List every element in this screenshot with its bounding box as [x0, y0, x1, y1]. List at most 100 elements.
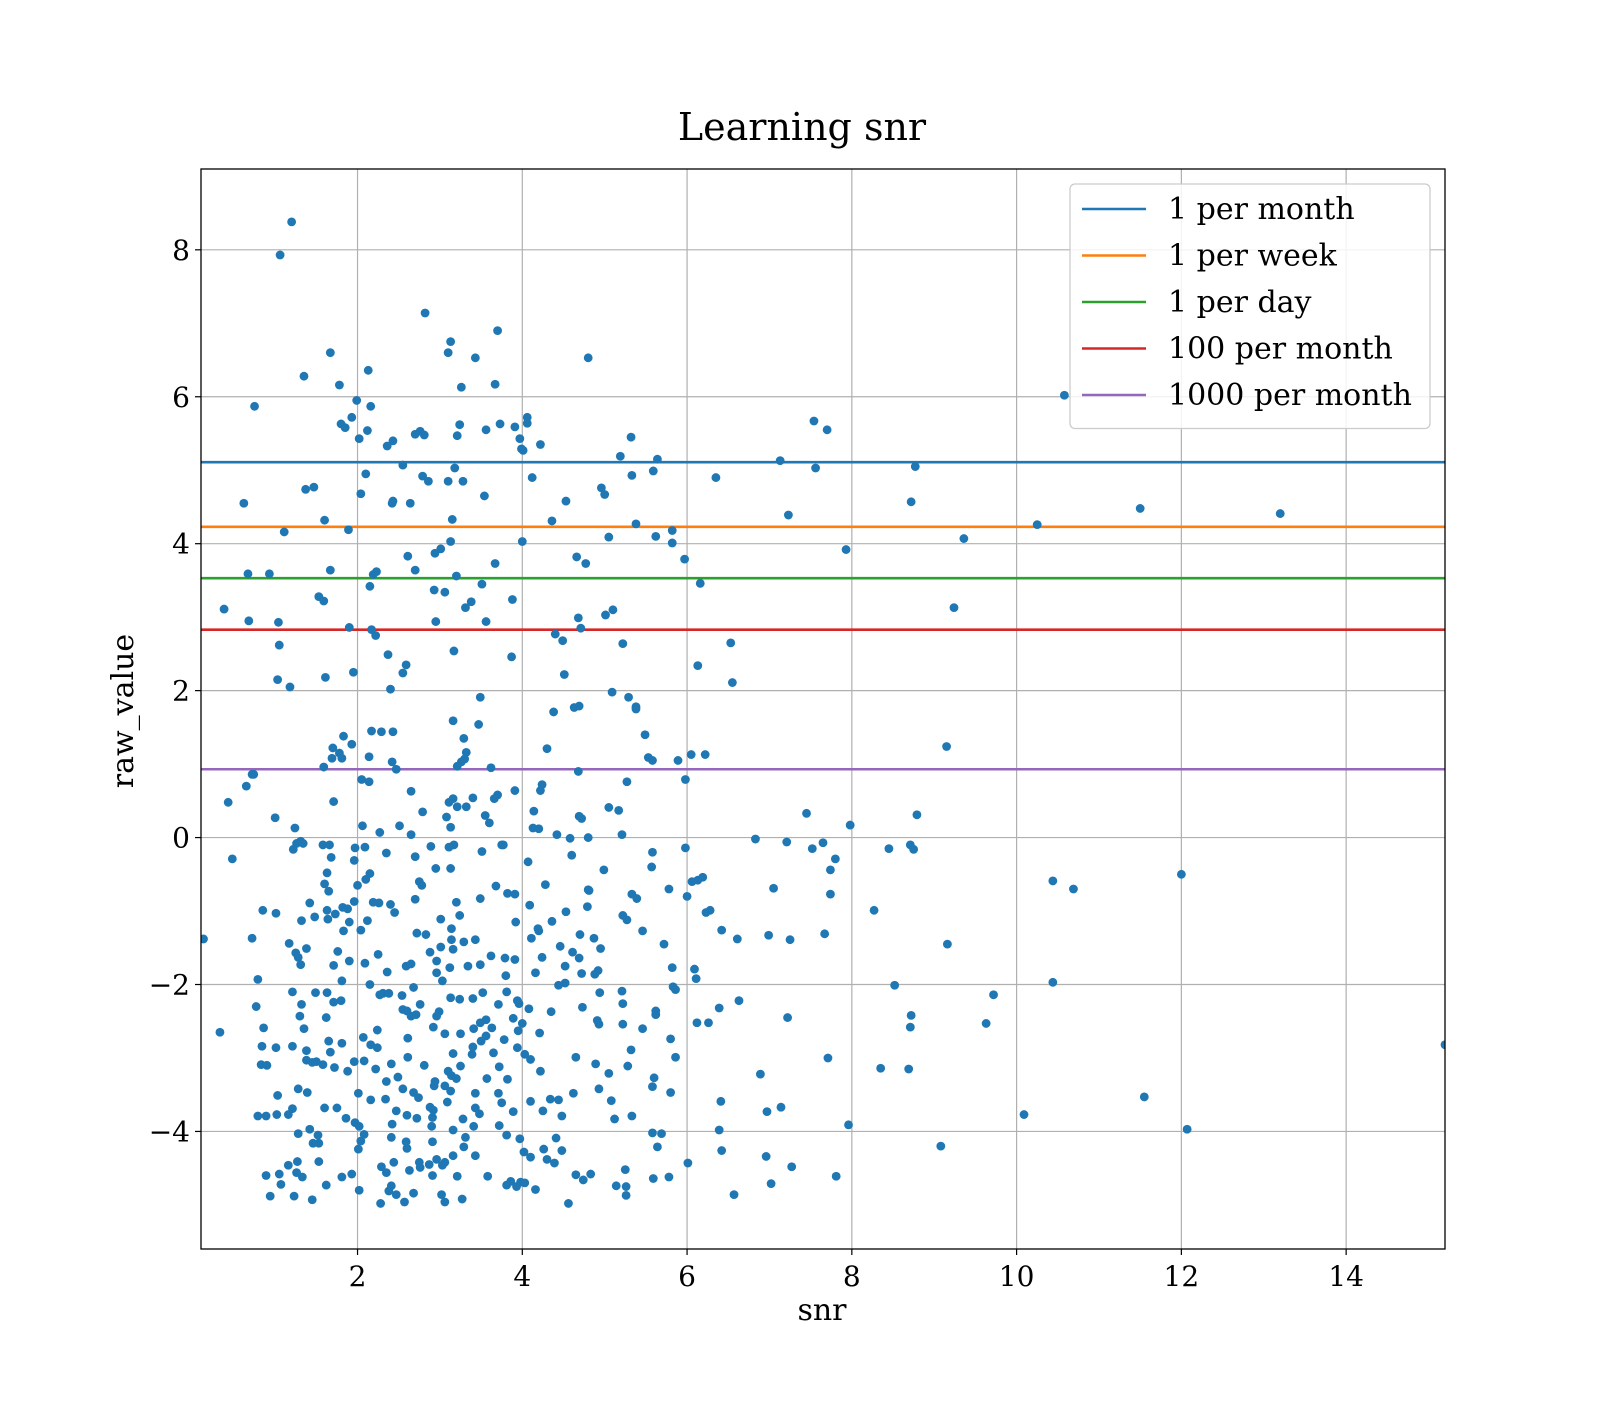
data-point — [318, 1060, 328, 1069]
x-tick-label: 12 — [1164, 1260, 1200, 1293]
data-point — [525, 900, 535, 910]
data-point — [480, 811, 490, 820]
data-point — [1440, 1040, 1445, 1050]
data-point — [381, 1077, 391, 1086]
data-point — [905, 1022, 915, 1032]
data-point — [409, 983, 418, 992]
data-point — [307, 1195, 317, 1205]
data-point — [539, 1144, 549, 1154]
data-point — [372, 1025, 382, 1035]
data-point — [390, 908, 400, 917]
data-point — [387, 1119, 397, 1129]
data-point — [1135, 504, 1145, 513]
data-point — [297, 999, 306, 1009]
data-point — [711, 473, 721, 482]
data-point — [686, 750, 696, 759]
data-point — [567, 850, 577, 860]
data-point — [336, 996, 346, 1006]
data-point — [366, 401, 376, 411]
data-point — [671, 1052, 680, 1062]
data-point — [623, 1061, 633, 1071]
data-point — [626, 432, 636, 442]
data-point — [468, 793, 478, 803]
data-point — [356, 925, 366, 935]
data-point — [489, 794, 499, 804]
data-point — [517, 1019, 527, 1028]
data-point — [320, 879, 329, 889]
data-point — [456, 1061, 465, 1071]
data-point — [264, 569, 274, 579]
data-point — [448, 1151, 458, 1161]
data-point — [589, 933, 599, 943]
data-point — [691, 974, 701, 984]
data-point — [500, 953, 510, 963]
data-point — [565, 833, 575, 843]
data-point — [391, 1106, 401, 1116]
data-point — [367, 726, 376, 736]
data-point — [419, 1060, 429, 1070]
data-point — [354, 1185, 364, 1195]
data-point — [494, 1088, 503, 1098]
data-point — [347, 412, 357, 422]
data-point — [356, 1136, 366, 1146]
data-point — [1048, 977, 1058, 987]
data-point — [410, 429, 420, 439]
data-point — [381, 1094, 390, 1104]
data-point — [273, 675, 283, 685]
data-point — [319, 762, 329, 772]
data-point — [611, 1181, 621, 1191]
data-point — [664, 884, 674, 894]
data-point — [481, 617, 491, 626]
data-point — [648, 756, 657, 765]
data-point — [526, 1096, 535, 1106]
data-point — [631, 519, 641, 529]
data-point — [428, 1137, 437, 1147]
data-point — [456, 1029, 465, 1039]
data-point — [594, 1084, 604, 1094]
data-point — [384, 1186, 394, 1196]
data-point — [297, 1172, 307, 1182]
data-point — [365, 581, 375, 591]
data-point — [622, 777, 632, 787]
data-point — [287, 217, 297, 227]
data-point — [540, 880, 550, 889]
data-point — [329, 997, 339, 1007]
data-point — [481, 1015, 491, 1025]
data-point — [406, 959, 416, 969]
data-point — [573, 767, 583, 776]
data-point — [503, 1074, 512, 1084]
data-point — [936, 1141, 946, 1151]
data-point — [279, 527, 289, 537]
data-point — [549, 707, 559, 717]
data-point — [310, 912, 320, 922]
data-point — [690, 964, 699, 974]
data-point — [701, 908, 711, 917]
data-point — [452, 431, 462, 441]
data-point — [324, 1036, 334, 1046]
data-point — [419, 430, 429, 440]
data-point — [904, 1064, 914, 1074]
data-point — [700, 750, 710, 759]
data-point — [574, 953, 584, 963]
data-point — [274, 1169, 284, 1179]
data-point — [869, 905, 879, 915]
data-point — [283, 1110, 293, 1119]
data-point — [428, 1105, 438, 1115]
data-point — [201, 934, 208, 944]
data-point — [366, 1040, 376, 1050]
data-point — [1032, 520, 1042, 529]
data-point — [651, 531, 661, 541]
data-point — [547, 916, 557, 926]
data-point — [337, 1172, 347, 1182]
data-point — [474, 720, 484, 729]
data-point — [497, 1098, 507, 1108]
data-point — [841, 545, 851, 554]
data-point — [818, 838, 828, 848]
data-point — [301, 484, 311, 494]
data-point — [526, 933, 536, 943]
data-point — [491, 881, 501, 891]
data-point — [523, 857, 533, 867]
data-point — [337, 753, 347, 763]
data-point — [522, 418, 532, 428]
